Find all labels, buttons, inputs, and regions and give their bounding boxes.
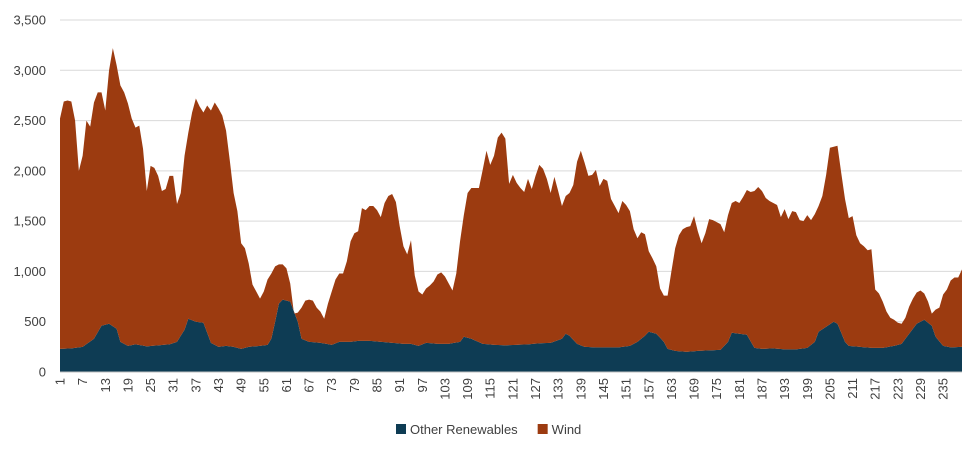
x-tick-label: 199 bbox=[800, 378, 815, 400]
x-tick-label: 193 bbox=[777, 378, 792, 400]
x-tick-label: 121 bbox=[505, 378, 520, 400]
x-tick-label: 103 bbox=[437, 378, 452, 400]
x-tick-label: 109 bbox=[460, 378, 475, 400]
x-tick-label: 175 bbox=[709, 378, 724, 400]
x-tick-label: 133 bbox=[551, 378, 566, 400]
y-tick-label: 3,000 bbox=[13, 63, 46, 78]
y-tick-label: 2,000 bbox=[13, 163, 46, 178]
x-tick-label: 97 bbox=[415, 378, 430, 392]
y-tick-label: 2,500 bbox=[13, 113, 46, 128]
x-tick-label: 49 bbox=[234, 378, 249, 392]
x-tick-label: 115 bbox=[483, 378, 498, 399]
legend-label-wind: Wind bbox=[552, 422, 582, 437]
y-tick-label: 1,500 bbox=[13, 214, 46, 229]
y-axis: 0 500 1,000 1,500 2,000 2,500 3,000 3,500 bbox=[13, 13, 46, 380]
x-tick-label: 85 bbox=[370, 378, 385, 392]
x-tick-label: 13 bbox=[98, 378, 113, 392]
y-tick-label: 500 bbox=[24, 314, 46, 329]
x-tick-label: 223 bbox=[890, 378, 905, 400]
x-tick-label: 31 bbox=[166, 378, 181, 392]
x-tick-label: 25 bbox=[143, 378, 158, 392]
x-tick-label: 67 bbox=[302, 378, 317, 392]
x-tick-label: 217 bbox=[868, 378, 883, 400]
x-tick-label: 229 bbox=[913, 378, 928, 400]
area-other-renewables bbox=[60, 299, 962, 372]
x-tick-label: 55 bbox=[256, 378, 271, 392]
x-tick-label: 169 bbox=[687, 378, 702, 400]
area-wind bbox=[60, 48, 962, 352]
y-tick-label: 0 bbox=[39, 365, 46, 380]
legend-swatch-wind bbox=[537, 424, 548, 434]
series-areas bbox=[60, 48, 962, 372]
x-axis: 1 7 13 19 25 31 37 43 49 55 61 67 73 79 85 91 97 103 109 11… bbox=[53, 371, 962, 400]
x-tick-label: 205 bbox=[822, 378, 837, 400]
legend: Other Renewables Wind bbox=[396, 422, 581, 437]
x-tick-label: 157 bbox=[641, 378, 656, 400]
x-tick-label: 235 bbox=[936, 378, 951, 400]
x-tick-label: 7 bbox=[75, 378, 90, 385]
x-tick-label: 73 bbox=[324, 378, 339, 392]
x-tick-label: 127 bbox=[528, 378, 543, 400]
legend-label-other-renewables: Other Renewables bbox=[410, 422, 518, 437]
x-tick-label: 79 bbox=[347, 378, 362, 392]
x-tick-label: 91 bbox=[392, 378, 407, 392]
x-tick-label: 181 bbox=[732, 378, 747, 400]
x-tick-label: 145 bbox=[596, 378, 611, 400]
x-tick-label: 211 bbox=[845, 378, 860, 399]
x-tick-label: 163 bbox=[664, 378, 679, 400]
x-tick-label: 139 bbox=[573, 378, 588, 400]
x-tick-label: 43 bbox=[211, 378, 226, 392]
x-tick-label: 61 bbox=[279, 378, 294, 392]
x-tick-label: 187 bbox=[754, 378, 769, 400]
y-tick-label: 3,500 bbox=[13, 13, 46, 28]
x-tick-label: 1 bbox=[53, 378, 68, 385]
legend-swatch-other-renewables bbox=[396, 424, 406, 434]
y-tick-label: 1,000 bbox=[13, 264, 46, 279]
x-tick-label: 151 bbox=[619, 378, 634, 400]
x-tick-label: 37 bbox=[188, 378, 203, 392]
x-tick-label: 19 bbox=[120, 378, 135, 392]
